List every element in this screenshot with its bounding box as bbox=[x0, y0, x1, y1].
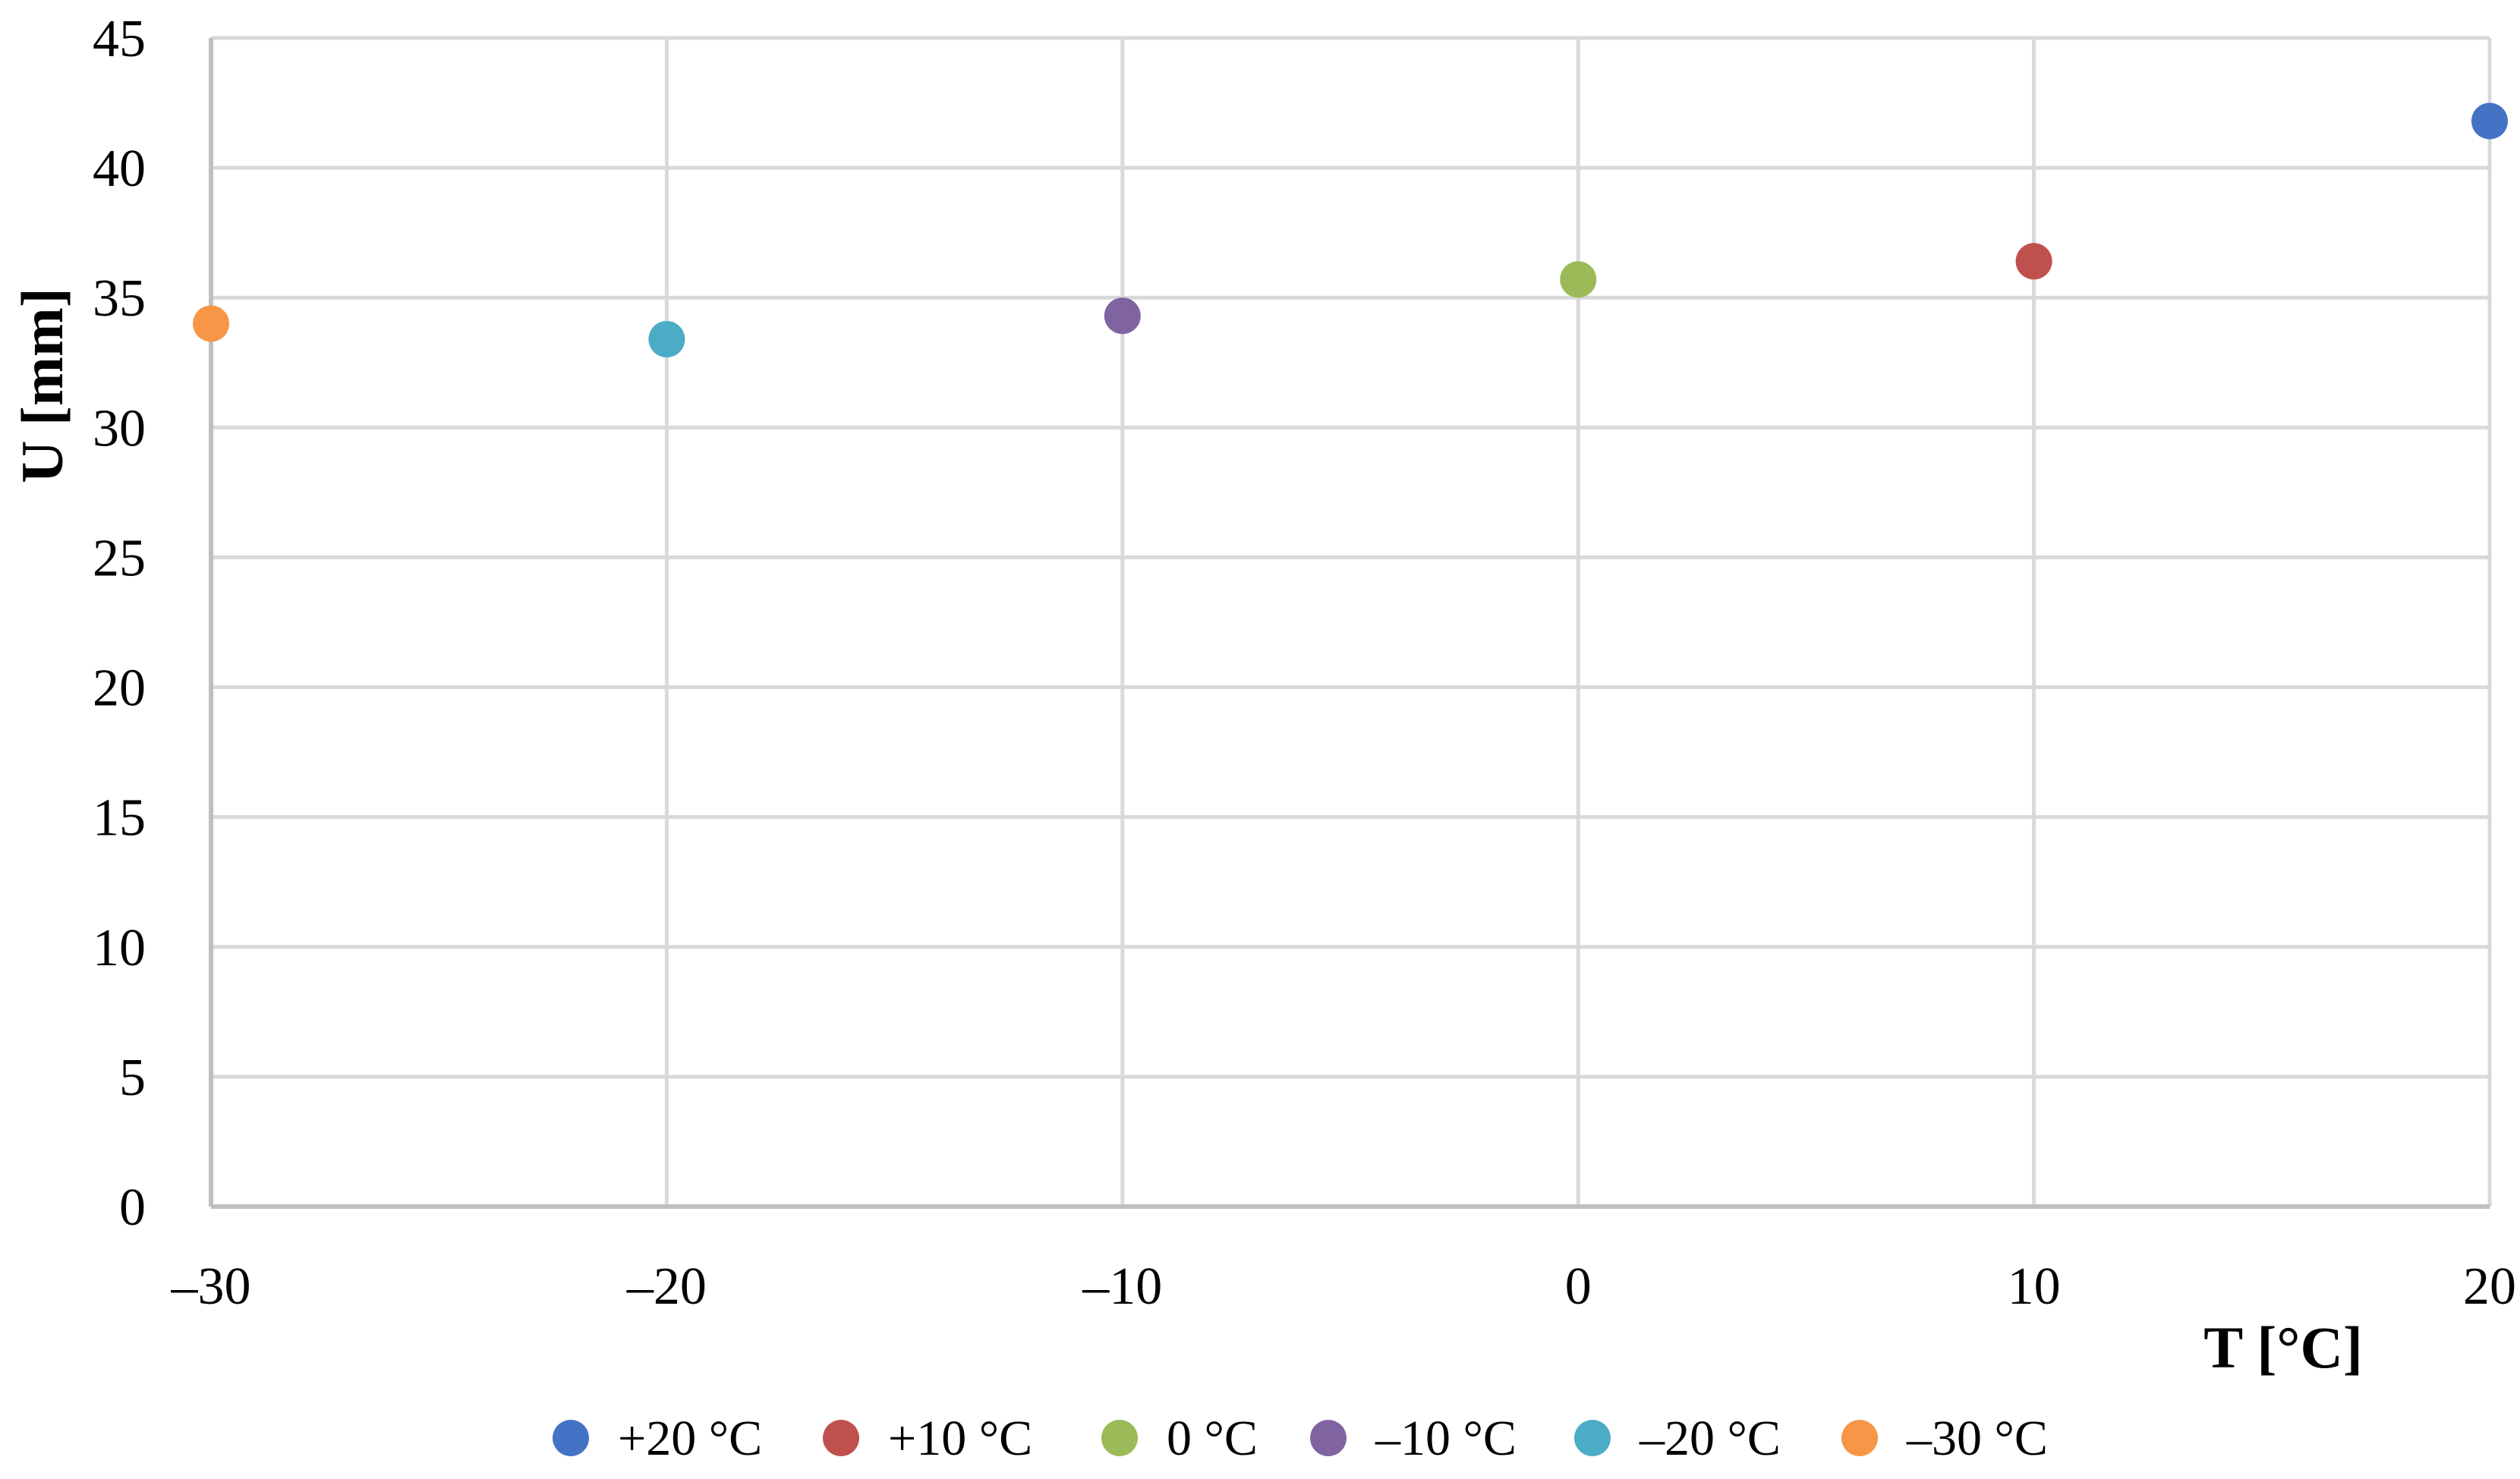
data-point bbox=[193, 305, 229, 342]
legend-label: 0 °C bbox=[1167, 1411, 1258, 1466]
legend-label: –10 °C bbox=[1375, 1411, 1517, 1466]
x-tick-label: 20 bbox=[2463, 1257, 2516, 1316]
y-axis-title: U [mm] bbox=[9, 288, 75, 483]
legend-marker bbox=[1310, 1420, 1347, 1456]
x-tick-label: –20 bbox=[626, 1257, 707, 1316]
axes bbox=[209, 38, 2490, 1209]
data-point bbox=[1560, 261, 1597, 298]
legend-label: –20 °C bbox=[1639, 1411, 1781, 1466]
x-tick-label: 10 bbox=[2008, 1257, 2061, 1316]
data-point bbox=[1104, 297, 1141, 335]
legend-item: +10 °C bbox=[823, 1411, 1032, 1466]
y-tick-label: 5 bbox=[119, 1049, 146, 1107]
x-tick-label: 0 bbox=[1565, 1257, 1592, 1316]
y-tick-label: 15 bbox=[93, 789, 146, 848]
y-tick-label: 0 bbox=[119, 1178, 146, 1237]
legend: +20 °C +10 °C 0 °C –10 °C –20 °C –30 °C bbox=[553, 1411, 2048, 1466]
data-points bbox=[193, 102, 2508, 357]
data-point bbox=[2015, 243, 2052, 280]
legend-item: 0 °C bbox=[1101, 1411, 1258, 1466]
y-tick-label: 35 bbox=[93, 269, 146, 328]
y-tick-label: 40 bbox=[93, 140, 146, 198]
legend-marker bbox=[823, 1420, 859, 1456]
legend-item: –10 °C bbox=[1310, 1411, 1517, 1466]
legend-marker bbox=[1841, 1420, 1878, 1456]
y-tick-label: 20 bbox=[93, 659, 146, 718]
legend-label: –30 °C bbox=[1906, 1411, 2048, 1466]
legend-item: –20 °C bbox=[1574, 1411, 1781, 1466]
y-tick-label: 25 bbox=[93, 529, 146, 587]
legend-item: –30 °C bbox=[1841, 1411, 2048, 1466]
legend-marker bbox=[553, 1420, 589, 1456]
y-tick-label: 30 bbox=[93, 399, 146, 458]
legend-item: +20 °C bbox=[553, 1411, 762, 1466]
legend-label: +20 °C bbox=[618, 1411, 762, 1466]
tick-labels: 0 5 10 15 20 25 30 35 40 45 –30 –20 –10 0 10 20 bbox=[93, 10, 2516, 1316]
data-point bbox=[648, 320, 685, 357]
y-tick-label: 45 bbox=[93, 10, 146, 68]
x-tick-label: –10 bbox=[1082, 1257, 1162, 1316]
legend-marker bbox=[1574, 1420, 1611, 1456]
x-tick-label: –30 bbox=[171, 1257, 251, 1316]
x-axis-title: T [°C] bbox=[2203, 1314, 2363, 1380]
grid-lines bbox=[209, 36, 2492, 1207]
legend-label: +10 °C bbox=[888, 1411, 1032, 1466]
data-point bbox=[2471, 102, 2508, 140]
legend-marker bbox=[1101, 1420, 1138, 1456]
y-tick-label: 10 bbox=[93, 919, 146, 977]
